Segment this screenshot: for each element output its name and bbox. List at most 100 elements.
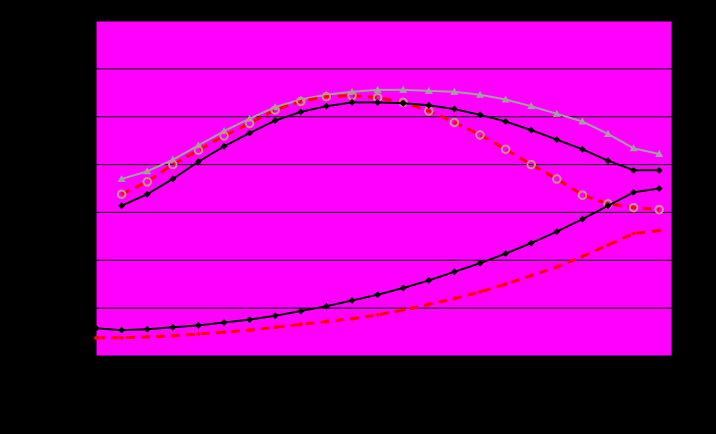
data-point: [168, 159, 178, 170]
data-point: [220, 319, 228, 326]
data-point: [118, 326, 126, 334]
data-point: [526, 159, 537, 170]
data-point: [450, 87, 459, 95]
data-point: [475, 130, 485, 140]
data-point: [528, 273, 534, 279]
data-point: [527, 102, 536, 110]
data-point: [425, 276, 433, 284]
y-tick-label: 1550: [54, 14, 86, 31]
series-5: [93, 228, 662, 341]
data-point: [298, 321, 304, 327]
data-point: [579, 253, 585, 259]
x-tick-label: 0,5: [150, 374, 170, 391]
y-axis-title: Температура, оС: [0, 132, 13, 245]
data-point: [655, 166, 663, 174]
data-point: [605, 242, 611, 248]
data-point: [655, 150, 664, 158]
data-point: [375, 312, 381, 318]
data-point: [374, 98, 382, 106]
data-point: [219, 131, 229, 141]
plot-area: [96, 21, 672, 356]
data-point: [450, 105, 458, 113]
y-tick-label: 1350: [54, 205, 86, 222]
data-point: [399, 85, 408, 93]
data-point: [502, 118, 510, 125]
data-point: [169, 323, 177, 331]
data-point: [399, 284, 407, 292]
series-2: [116, 90, 665, 215]
data-point: [553, 136, 561, 144]
data-point: [577, 190, 588, 200]
x-tick-label: 1,5: [278, 374, 298, 391]
y-tick-label: 1200: [54, 349, 86, 366]
data-point: [221, 329, 227, 335]
data-point: [247, 327, 253, 333]
y-tick-label: 1500: [54, 62, 86, 79]
data-point: [451, 296, 457, 302]
data-point: [655, 185, 663, 192]
data-point: [322, 102, 330, 110]
series-4: [92, 185, 663, 334]
data-point: [170, 333, 176, 339]
data-point: [400, 307, 406, 313]
x-tick-label: 3: [476, 374, 484, 391]
data-point: [629, 144, 638, 152]
data-point: [323, 319, 329, 325]
data-point: [143, 167, 152, 175]
data-point: [194, 321, 202, 329]
data-point: [271, 117, 279, 125]
data-point: [553, 228, 561, 236]
data-point: [119, 335, 125, 341]
data-point: [142, 177, 152, 187]
y-tick-label: 1400: [54, 158, 86, 175]
tick-labels: 1200 1250 1300 1350 1400 1450 1500 1550 0 0,5 1 1,5…: [54, 14, 682, 391]
series-layer: [92, 85, 665, 341]
data-point: [349, 316, 355, 322]
data-point: [476, 259, 484, 267]
data-point: [194, 158, 202, 166]
data-point: [604, 129, 612, 137]
data-point: [654, 204, 665, 215]
data-point: [656, 228, 662, 234]
data-point: [93, 335, 99, 341]
data-point: [527, 126, 535, 134]
data-point: [476, 111, 484, 119]
y-tick-label: 1250: [54, 301, 86, 318]
data-point: [476, 90, 484, 98]
data-point: [552, 109, 561, 117]
data-point: [628, 202, 639, 213]
data-point: [399, 99, 407, 107]
data-point: [272, 324, 278, 330]
data-point: [477, 289, 483, 295]
data-point: [143, 190, 151, 198]
data-point: [348, 296, 356, 304]
data-point: [604, 157, 612, 165]
data-point: [144, 334, 150, 340]
x-axis-title: Высота, м: [350, 408, 418, 424]
data-point: [527, 239, 535, 247]
data-point: [450, 268, 458, 276]
data-point: [449, 117, 460, 128]
data-point: [169, 175, 177, 183]
data-point: [117, 174, 126, 182]
data-point: [322, 302, 330, 310]
x-tick-label: 3,5: [534, 374, 554, 391]
data-point: [193, 145, 204, 156]
data-point: [426, 301, 432, 307]
data-point: [118, 202, 126, 210]
x-tick-label: 2,5: [406, 374, 426, 391]
data-point: [503, 281, 509, 287]
data-point: [297, 108, 305, 116]
data-point: [374, 291, 382, 299]
data-point: [297, 307, 305, 315]
data-point: [373, 85, 382, 93]
data-point: [143, 325, 151, 333]
y-tick-label: 1450: [54, 110, 86, 127]
data-point: [631, 230, 637, 236]
data-point: [296, 96, 306, 107]
data-point: [271, 312, 279, 320]
data-point: [630, 166, 638, 174]
x-tick-label: 4: [604, 374, 612, 391]
data-point: [500, 144, 511, 155]
series-line: [120, 94, 660, 212]
